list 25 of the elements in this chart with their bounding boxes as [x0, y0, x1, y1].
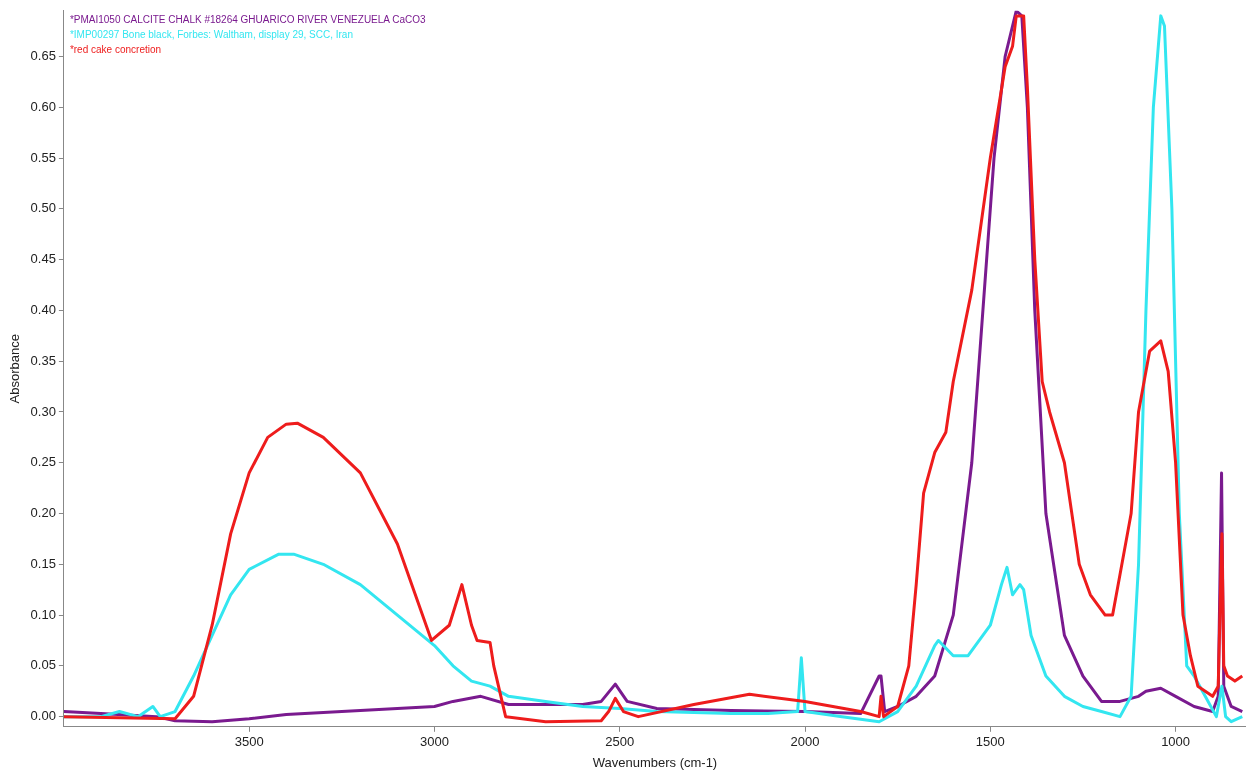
- y-axis-title: Absorbance: [7, 334, 23, 404]
- y-tick-label: 0.20: [30, 505, 56, 521]
- y-tick-label: 0.40: [30, 301, 56, 317]
- x-tick-label: 3000: [420, 734, 449, 750]
- y-tick-label: 0.60: [30, 98, 56, 114]
- y-tick-label: 0.55: [30, 149, 56, 165]
- x-tick-label: 3500: [234, 734, 264, 750]
- y-tick-label: 0.30: [30, 403, 56, 419]
- x-tick-label: 1500: [975, 734, 1005, 750]
- x-tick-label: 1000: [1161, 734, 1191, 750]
- y-tick-label: 0.25: [30, 454, 56, 470]
- y-tick-label: 0.15: [30, 555, 56, 571]
- x-axis-title: Wavenumbers (cm-1): [592, 754, 718, 770]
- x-tick-label: 2000: [790, 734, 820, 750]
- y-tick-label: 0.10: [30, 606, 56, 622]
- y-tick-label: 0.00: [30, 708, 56, 724]
- y-tick-label: 0.35: [30, 352, 56, 368]
- y-tick-label: 0.50: [30, 200, 56, 216]
- y-tick-label: 0.65: [30, 48, 56, 64]
- text: *IMP00297 Bone black, Forbes: Waltham, display 29, SCC, Iran: [69, 28, 354, 40]
- text: *PMAI1050 CALCITE CHALK #18264 GHUARICO RIVER VENEZUELA CaCO3: [69, 13, 427, 25]
- text: *red cake concretion: [69, 43, 162, 55]
- y-tick-label: 0.45: [30, 251, 56, 267]
- x-tick-label: 2500: [605, 734, 635, 750]
- y-tick-label: 0.05: [30, 657, 56, 673]
